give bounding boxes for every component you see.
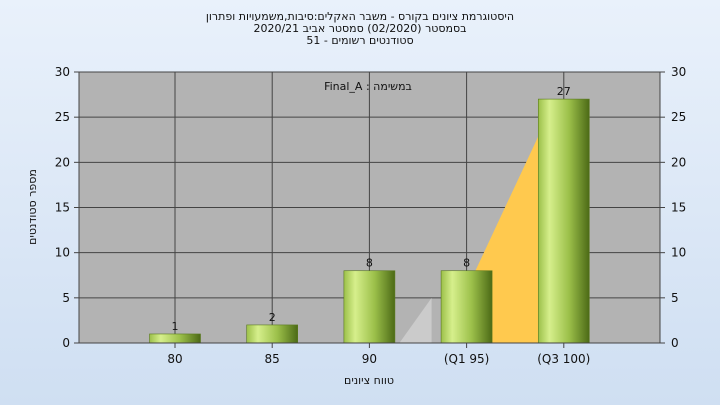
y-axis-label: מספר סטודנטים (26, 169, 39, 245)
chart-annotation: Final_A : במשימה (324, 80, 412, 93)
y-tick-label-left: 30 (55, 65, 70, 79)
y-tick-label-right: 20 (671, 155, 686, 169)
chart-title-line-2: בסמסטר (02/2020) סמסטר אביב 2020/21 (253, 22, 467, 35)
y-tick-label-left: 5 (62, 291, 70, 305)
histogram-bar (246, 324, 298, 344)
bar-value-label: 1 (172, 320, 179, 333)
y-tick-label-right: 10 (671, 246, 686, 260)
histogram-bar (149, 333, 201, 344)
whisker-shape (399, 297, 432, 343)
y-tick-label-right: 25 (671, 110, 686, 124)
y-tick-label-right: 15 (671, 201, 686, 215)
bar-value-label: 8 (463, 257, 470, 270)
histogram-bar (537, 98, 590, 344)
x-tick-label: 80 (167, 352, 182, 366)
x-tick-label: (Q1 95) (444, 352, 490, 366)
x-tick-label: 90 (362, 352, 377, 366)
y-tick-label-right: 30 (671, 65, 686, 79)
plot-border (78, 71, 661, 344)
chart-title-line-1: היסטוגרמת ציונים בקורס - משבר האקלים:סיב… (205, 10, 515, 23)
y-tick-label-right: 5 (671, 291, 679, 305)
y-tick-label-right: 0 (671, 336, 679, 350)
x-tick-label: (Q3 100) (537, 352, 590, 366)
bar-value-label: 2 (269, 311, 276, 324)
histogram-bar (343, 270, 396, 344)
y-tick-label-left: 10 (55, 246, 70, 260)
y-tick-label-left: 25 (55, 110, 70, 124)
bar-value-label: 8 (366, 257, 373, 270)
x-axis-label: טווח ציונים (344, 374, 394, 387)
x-tick-label: 85 (265, 352, 280, 366)
y-tick-label-left: 15 (55, 201, 70, 215)
bar-value-label: 27 (557, 85, 571, 98)
histogram-bar (440, 270, 493, 344)
y-tick-label-left: 0 (62, 336, 70, 350)
chart-title-line-3: סטודנטים רשומים - 51 (306, 34, 414, 47)
y-tick-label-left: 20 (55, 155, 70, 169)
